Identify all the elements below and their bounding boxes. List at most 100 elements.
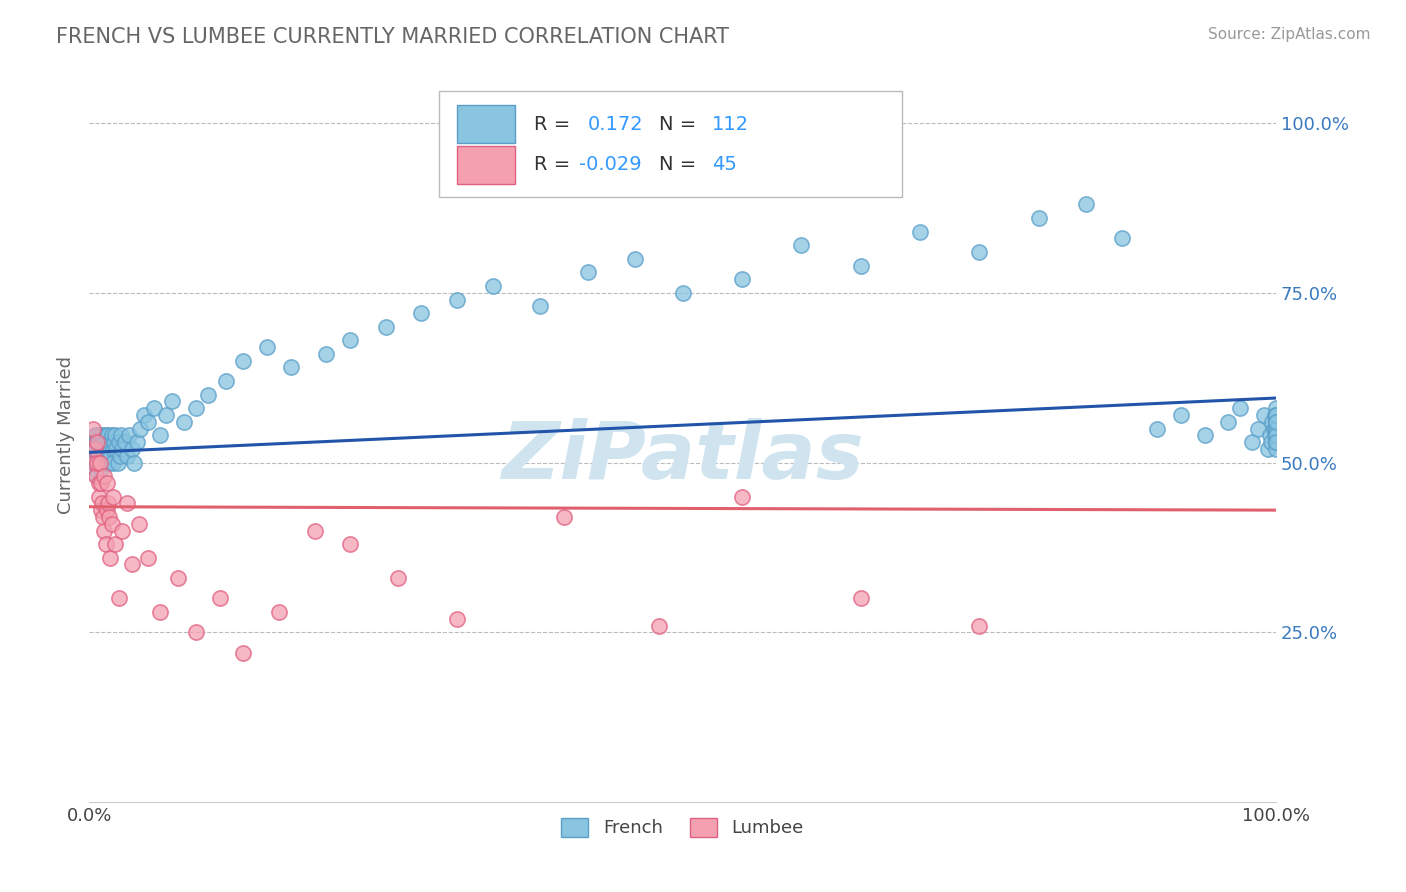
Point: [1194, 428, 1216, 442]
Point: [339, 333, 361, 347]
Point: [107, 591, 129, 606]
Point: [481, 279, 503, 293]
Point: [129, 421, 152, 435]
Point: [93, 449, 115, 463]
Point: [84, 462, 107, 476]
Point: [138, 415, 160, 429]
Point: [849, 591, 872, 606]
Point: [731, 490, 754, 504]
Text: FRENCH VS LUMBEE CURRENTLY MARRIED CORRELATION CHART: FRENCH VS LUMBEE CURRENTLY MARRIED CORRE…: [56, 27, 730, 46]
Text: N =: N =: [659, 155, 702, 174]
Point: [155, 408, 177, 422]
Point: [1229, 401, 1251, 416]
Point: [82, 421, 104, 435]
Point: [1265, 428, 1288, 442]
Point: [128, 516, 150, 531]
Point: [122, 456, 145, 470]
Point: [82, 442, 104, 456]
Point: [94, 442, 117, 456]
Point: [1028, 211, 1050, 225]
Point: [105, 442, 128, 456]
Point: [1257, 442, 1279, 456]
FancyBboxPatch shape: [457, 145, 515, 184]
Point: [121, 442, 143, 456]
Point: [93, 469, 115, 483]
Point: [104, 428, 127, 442]
Point: [90, 475, 112, 490]
Point: [86, 469, 108, 483]
Point: [100, 516, 122, 531]
Point: [1265, 435, 1288, 450]
Point: [118, 428, 141, 442]
Point: [87, 490, 110, 504]
Point: [84, 456, 107, 470]
Point: [411, 306, 433, 320]
Text: N =: N =: [659, 115, 702, 134]
Point: [1170, 408, 1192, 422]
Point: [184, 625, 207, 640]
Point: [111, 524, 134, 538]
Point: [86, 435, 108, 450]
Point: [671, 285, 693, 300]
Point: [90, 442, 112, 456]
Point: [339, 537, 361, 551]
Point: [1253, 408, 1275, 422]
Point: [149, 605, 172, 619]
Point: [89, 428, 111, 442]
Point: [576, 265, 599, 279]
Point: [87, 442, 110, 456]
Point: [1263, 421, 1285, 435]
Point: [84, 442, 107, 456]
Point: [208, 591, 231, 606]
Point: [87, 456, 110, 470]
Point: [315, 347, 337, 361]
Point: [387, 571, 409, 585]
Point: [86, 456, 108, 470]
Text: 112: 112: [713, 115, 749, 134]
Point: [96, 475, 118, 490]
Point: [1261, 415, 1284, 429]
FancyBboxPatch shape: [457, 105, 515, 144]
Point: [100, 550, 122, 565]
Point: [1258, 428, 1281, 442]
Point: [143, 401, 166, 416]
Point: [1265, 415, 1288, 429]
Point: [114, 435, 136, 450]
Point: [1265, 421, 1288, 435]
Point: [101, 490, 124, 504]
Point: [84, 428, 107, 442]
Point: [104, 537, 127, 551]
Point: [849, 259, 872, 273]
Point: [232, 353, 254, 368]
Point: [96, 456, 118, 470]
Text: ZiPatlas: ZiPatlas: [501, 418, 863, 497]
Point: [83, 449, 105, 463]
Point: [90, 503, 112, 517]
Point: [624, 252, 647, 266]
Point: [1218, 415, 1240, 429]
Point: [83, 435, 105, 450]
Point: [89, 449, 111, 463]
Point: [121, 558, 143, 572]
Point: [86, 428, 108, 442]
Point: [1265, 401, 1288, 416]
Point: [101, 456, 124, 470]
Point: [103, 435, 125, 450]
Point: [149, 428, 172, 442]
Point: [197, 387, 219, 401]
Text: 45: 45: [713, 155, 737, 174]
Point: [96, 435, 118, 450]
Point: [731, 272, 754, 286]
Point: [115, 496, 138, 510]
Text: Source: ZipAtlas.com: Source: ZipAtlas.com: [1208, 27, 1371, 42]
Point: [100, 435, 122, 450]
Point: [1146, 421, 1168, 435]
Point: [97, 428, 120, 442]
Point: [98, 456, 121, 470]
Point: [1074, 197, 1097, 211]
Point: [304, 524, 326, 538]
Point: [84, 469, 107, 483]
Point: [87, 435, 110, 450]
Point: [115, 449, 138, 463]
Point: [90, 462, 112, 476]
